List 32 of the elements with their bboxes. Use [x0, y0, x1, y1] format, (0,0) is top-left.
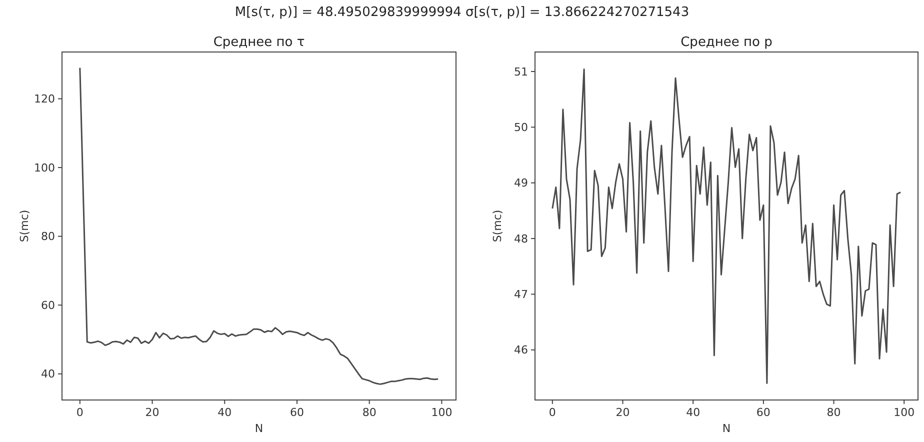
x-axis-title: N [254, 422, 264, 435]
line-series [552, 68, 902, 384]
y-tick-label: 50 [514, 121, 528, 134]
chart-title: Среднее по τ [213, 35, 305, 50]
x-tick-label: 0 [548, 406, 556, 419]
x-tick-label: 0 [76, 406, 84, 419]
x-tick-label: 100 [431, 406, 452, 419]
x-tick-label: 60 [756, 406, 770, 419]
y-tick-label: 47 [514, 288, 528, 302]
y-tick-label: 51 [514, 65, 528, 78]
y-axis-title: S(mc) [491, 210, 504, 242]
text: M[s(τ, p)] = 48.495029839999994 σ[s(τ, p)] = 13.866224270271543 [234, 5, 690, 20]
y-tick-label: 48 [514, 232, 528, 246]
line-series [79, 67, 439, 385]
x-axis-title: N [722, 422, 731, 435]
x-tick-label: 80 [362, 406, 376, 419]
y-tick-label: 100 [34, 161, 55, 174]
y-tick-label: 40 [41, 368, 55, 381]
y-axis-title: S(mc) [18, 210, 31, 242]
x-tick-label: 100 [894, 406, 915, 419]
chart-title: Среднее по p [680, 35, 772, 50]
x-tick-label: 80 [826, 406, 841, 419]
x-tick-label: 60 [290, 406, 304, 419]
y-tick-label: 49 [514, 176, 528, 190]
x-tick-label: 40 [686, 406, 700, 419]
y-tick-label: 46 [514, 344, 528, 357]
x-tick-label: 40 [218, 406, 232, 419]
y-tick-label: 80 [41, 230, 55, 244]
y-tick-label: 120 [34, 92, 55, 106]
y-tick-label: 60 [41, 298, 55, 312]
x-tick-label: 20 [616, 406, 630, 419]
x-tick-label: 20 [145, 406, 160, 419]
